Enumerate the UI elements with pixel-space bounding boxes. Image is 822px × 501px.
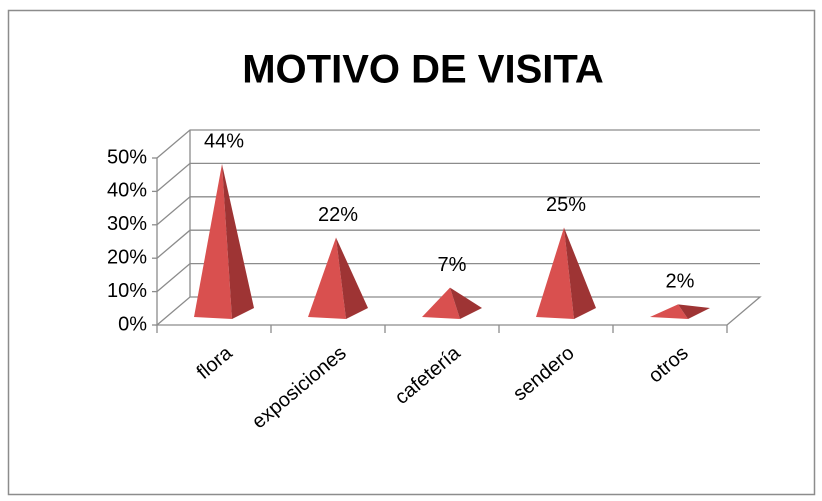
y-tick-label: 10% bbox=[107, 280, 147, 302]
pyramid-side-face bbox=[336, 237, 368, 319]
pyramid-front-face bbox=[536, 227, 574, 319]
y-tick-label: 40% bbox=[107, 180, 147, 202]
y-tick-label: 20% bbox=[107, 246, 147, 268]
y-tick-label: 0% bbox=[118, 313, 147, 335]
pyramid bbox=[422, 287, 482, 319]
data-label: 2% bbox=[666, 271, 695, 293]
pyramid-side-face bbox=[564, 227, 596, 319]
pyramid-front-face bbox=[194, 164, 232, 319]
pyramid-front-face bbox=[308, 237, 346, 319]
y-tick-label: 30% bbox=[107, 213, 147, 235]
pyramid-side-face bbox=[222, 164, 254, 319]
pyramid-side-face bbox=[450, 287, 482, 319]
y-tick-label: 50% bbox=[107, 146, 147, 168]
pyramid bbox=[194, 164, 254, 319]
pyramid bbox=[536, 227, 596, 319]
pyramid-front-face bbox=[422, 287, 460, 319]
grid-line bbox=[156, 162, 760, 192]
data-label: 44% bbox=[204, 130, 244, 152]
chart-title: MOTIVO DE VISITA bbox=[242, 48, 604, 92]
data-label: 7% bbox=[438, 254, 467, 276]
pyramid bbox=[308, 237, 368, 319]
data-label: 22% bbox=[318, 204, 358, 226]
pyramid-front-face bbox=[650, 304, 688, 319]
chart-border bbox=[7, 9, 816, 496]
pyramid-side-face bbox=[678, 304, 710, 319]
grid-line bbox=[156, 196, 760, 226]
data-label: 25% bbox=[546, 194, 586, 216]
grid-line bbox=[156, 229, 760, 259]
grid-line bbox=[156, 129, 760, 159]
pyramid bbox=[650, 304, 710, 319]
